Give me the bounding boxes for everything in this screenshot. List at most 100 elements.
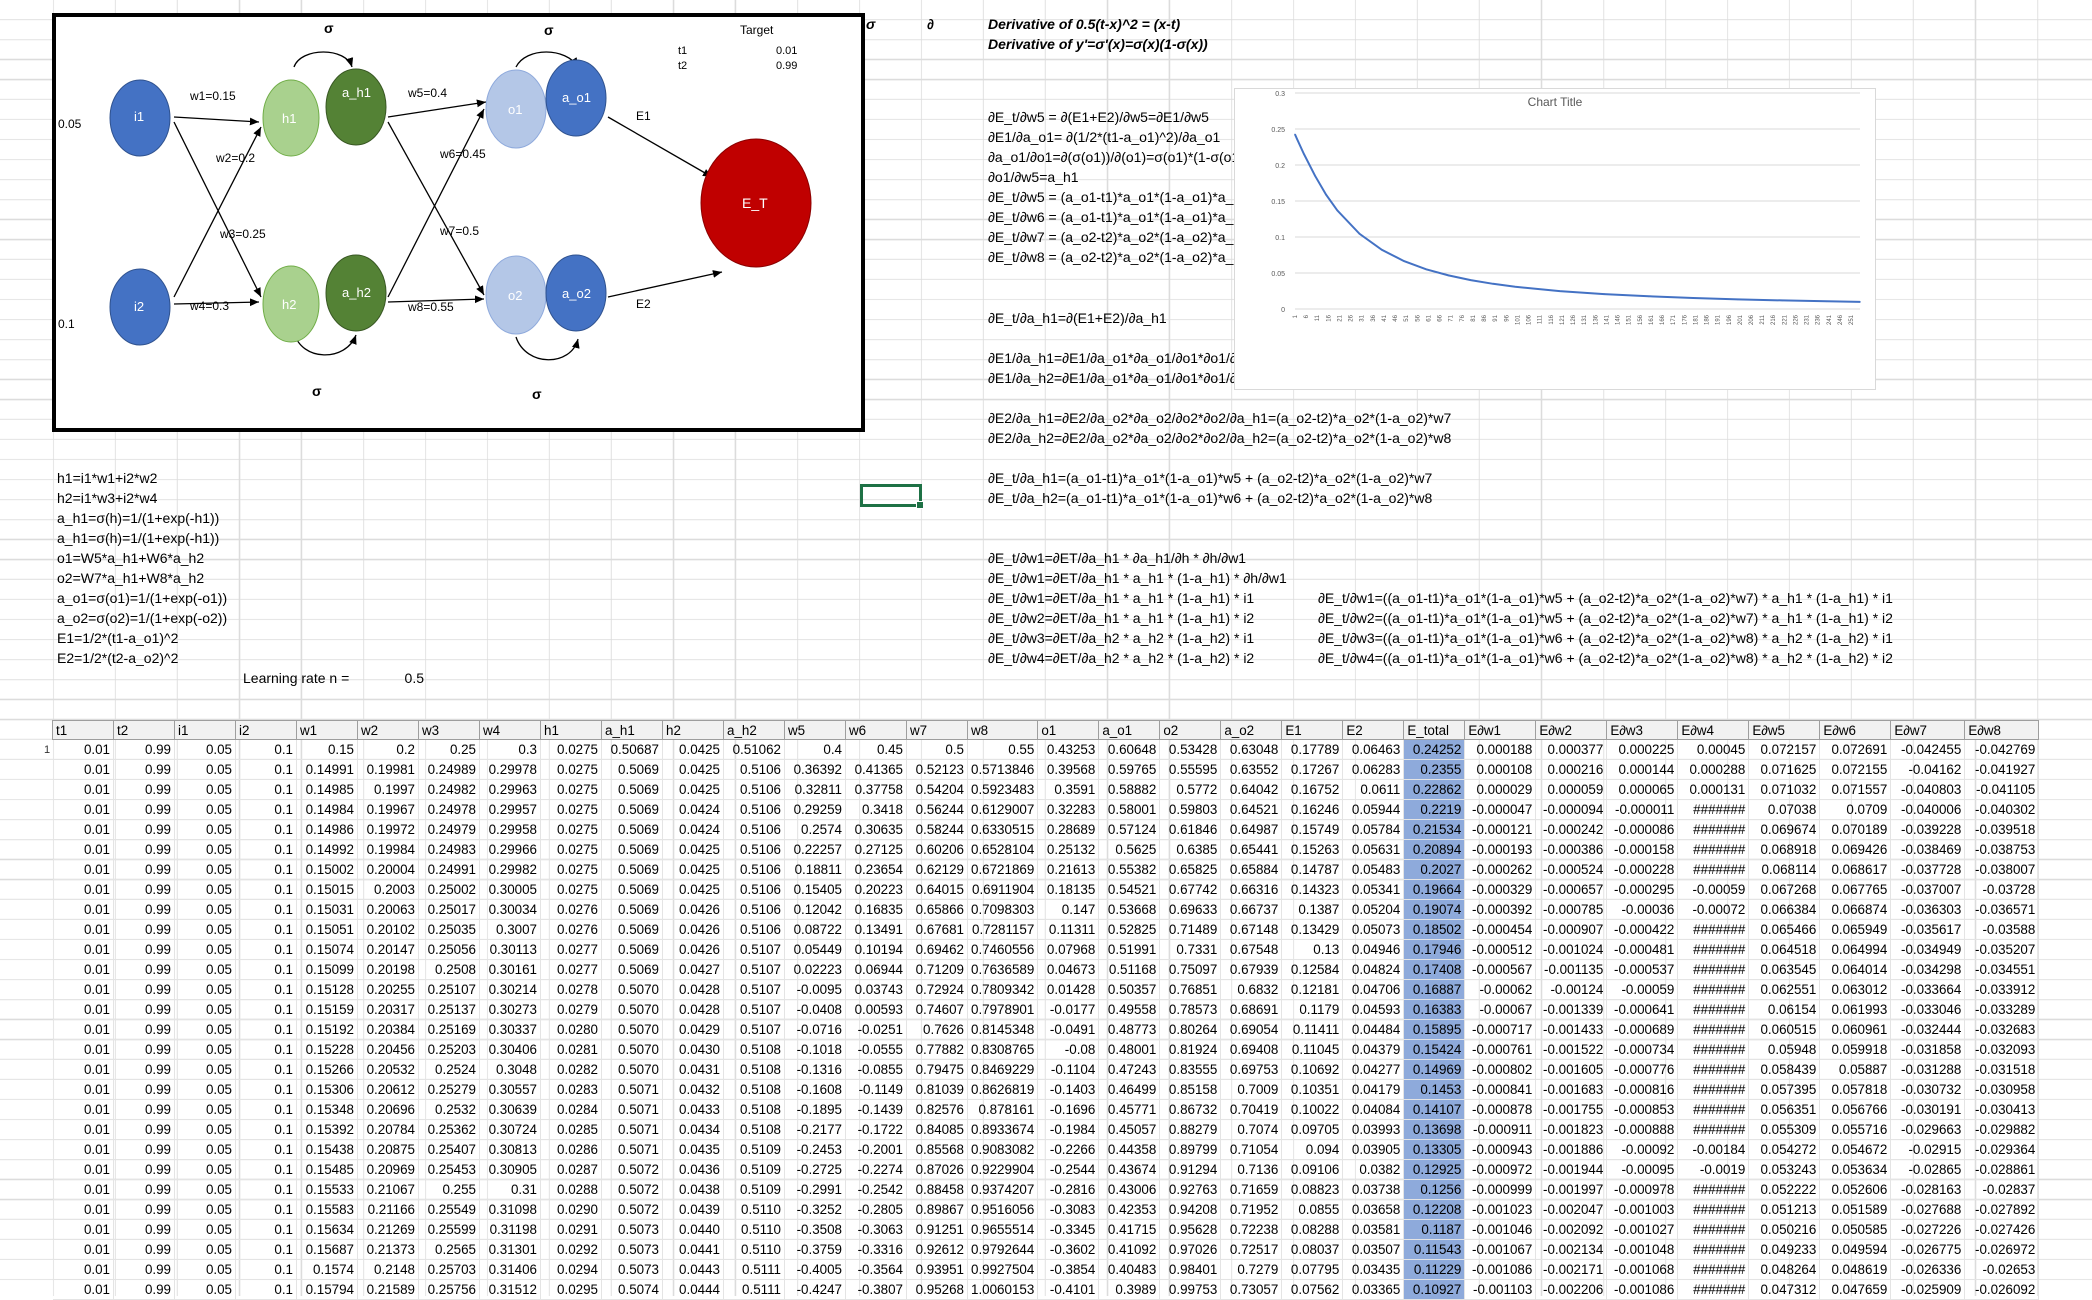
table-cell[interactable]: 0.7009	[1220, 1079, 1283, 1100]
table-cell[interactable]: 0.04084	[1342, 1099, 1405, 1120]
table-cell[interactable]: 0.06944	[845, 959, 907, 980]
table-cell[interactable]: 0.27125	[845, 839, 907, 860]
table-cell[interactable]: 0.41365	[845, 759, 907, 780]
table-cell[interactable]: -0.033912	[1964, 979, 2040, 1000]
table-cell[interactable]: 0.71952	[1220, 1199, 1283, 1220]
table-cell[interactable]: 0.17789	[1281, 739, 1344, 760]
table-cell[interactable]: 0.99	[113, 739, 175, 760]
table-cell[interactable]: 0.01	[52, 759, 114, 780]
table-cell[interactable]: 0.000059	[1535, 779, 1608, 800]
table-cell[interactable]: -0.000878	[1464, 1099, 1537, 1120]
table-cell[interactable]: 0.99	[113, 799, 175, 820]
table-cell[interactable]: 0.00593	[845, 999, 907, 1020]
table-cell[interactable]: 0.11229	[1403, 1259, 1466, 1280]
table-cell[interactable]: -0.08	[1037, 1039, 1100, 1060]
table-cell[interactable]: -0.027426	[1964, 1219, 2040, 1240]
table-cell[interactable]: -0.000657	[1535, 879, 1608, 900]
table-cell[interactable]: 0.16887	[1403, 979, 1466, 1000]
table-cell[interactable]: 0.86732	[1159, 1099, 1222, 1120]
table-cell[interactable]: 0.03905	[1342, 1139, 1405, 1160]
table-cell[interactable]: 0.054272	[1748, 1139, 1821, 1160]
column-header[interactable]: w6	[845, 720, 907, 740]
table-cell[interactable]: 0.9516056	[967, 1199, 1039, 1220]
table-cell[interactable]: 0.31198	[479, 1219, 541, 1240]
table-cell[interactable]: -0.027688	[1890, 1199, 1966, 1220]
table-cell[interactable]: #######	[1677, 1279, 1750, 1300]
formula-row[interactable]: ∂E_t/∂w1=((a_o1-t1)*a_o1*(1-a_o1)*w5 + (…	[1318, 590, 1893, 606]
table-cell[interactable]: 0.5073	[601, 1219, 663, 1240]
table-cell[interactable]: 0.000065	[1606, 779, 1679, 800]
table-cell[interactable]: 0.5107	[723, 959, 785, 980]
table-cell[interactable]: 0.74607	[906, 999, 968, 1020]
table-cell[interactable]: 0.81924	[1159, 1039, 1222, 1060]
table-cell[interactable]: 0.99	[113, 1219, 175, 1240]
table-cell[interactable]: 0.91251	[906, 1219, 968, 1240]
table-cell[interactable]: -0.2542	[845, 1179, 907, 1200]
table-cell[interactable]: 0.66737	[1220, 899, 1283, 920]
table-cell[interactable]: 0.0425	[662, 879, 724, 900]
table-cell[interactable]: 0.00045	[1677, 739, 1750, 760]
table-cell[interactable]: -0.001103	[1464, 1279, 1537, 1300]
table-cell[interactable]: -0.000972	[1464, 1159, 1537, 1180]
table-cell[interactable]: 0.55	[967, 739, 1039, 760]
table-cell[interactable]: 0.25407	[418, 1139, 480, 1160]
table-cell[interactable]: 0.6911904	[967, 879, 1039, 900]
table-cell[interactable]: 0.2565	[418, 1239, 480, 1260]
table-cell[interactable]: -0.034298	[1890, 959, 1966, 980]
formula-row[interactable]: a_h1=σ(h)=1/(1+exp(-h1))	[57, 530, 220, 546]
table-cell[interactable]: -0.000454	[1464, 919, 1537, 940]
table-cell[interactable]: 0.0425	[662, 779, 724, 800]
table-cell[interactable]: 0.99	[113, 1279, 175, 1300]
table-cell[interactable]: 0.31406	[479, 1259, 541, 1280]
table-cell[interactable]: -0.040302	[1964, 799, 2040, 820]
table-cell[interactable]: 0.15405	[784, 879, 846, 900]
table-cell[interactable]: 0.000108	[1464, 759, 1537, 780]
table-cell[interactable]: 0.19074	[1403, 899, 1466, 920]
table-cell[interactable]: 0.0291	[540, 1219, 602, 1240]
table-cell[interactable]: 0.62129	[906, 859, 968, 880]
table-cell[interactable]: -0.000512	[1464, 939, 1537, 960]
table-cell[interactable]: 0.30557	[479, 1079, 541, 1100]
table-cell[interactable]: 0.14323	[1281, 879, 1344, 900]
column-header[interactable]: o1	[1037, 720, 1100, 740]
table-cell[interactable]: 0.255	[418, 1179, 480, 1200]
table-cell[interactable]: 0.45057	[1098, 1119, 1161, 1140]
table-cell[interactable]: 0.99	[113, 1039, 175, 1060]
table-cell[interactable]: 0.25756	[418, 1279, 480, 1300]
table-cell[interactable]: -0.000999	[1464, 1179, 1537, 1200]
table-cell[interactable]: -0.000841	[1464, 1079, 1537, 1100]
table-cell[interactable]: 0.2219	[1403, 799, 1466, 820]
table-cell[interactable]: #######	[1677, 1199, 1750, 1220]
table-cell[interactable]: 0.21613	[1037, 859, 1100, 880]
table-cell[interactable]: 0.0287	[540, 1159, 602, 1180]
table-cell[interactable]: 0.0284	[540, 1099, 602, 1120]
table-cell[interactable]: -0.028163	[1890, 1179, 1966, 1200]
table-cell[interactable]: #######	[1677, 1259, 1750, 1280]
table-cell[interactable]: 0.03993	[1342, 1119, 1405, 1140]
table-cell[interactable]: 0.5109	[723, 1179, 785, 1200]
formula-row[interactable]: ∂E1/∂a_h1=∂E1/∂a_o1*∂a_o1/∂o1*∂o1/∂a_h1	[988, 350, 1268, 366]
table-cell[interactable]: 0.000029	[1464, 779, 1537, 800]
table-cell[interactable]: 0.5110	[723, 1219, 785, 1240]
table-cell[interactable]: -0.2816	[1037, 1179, 1100, 1200]
formula-row[interactable]: ∂E2/∂a_h2=∂E2/∂a_o2*∂a_o2/∂o2*∂o2/∂a_h2=…	[988, 430, 1452, 446]
table-cell[interactable]: #######	[1677, 1019, 1750, 1040]
table-cell[interactable]: 0.15794	[296, 1279, 358, 1300]
table-cell[interactable]: 0.31512	[479, 1279, 541, 1300]
table-cell[interactable]: 0.05	[174, 819, 236, 840]
table-cell[interactable]: 0.0275	[540, 819, 602, 840]
table-cell[interactable]: 0.01	[52, 739, 114, 760]
table-cell[interactable]: -0.0019	[1677, 1159, 1750, 1180]
table-cell[interactable]: 0.1	[235, 1019, 297, 1040]
table-cell[interactable]: #######	[1677, 1039, 1750, 1060]
table-cell[interactable]: 0.5107	[723, 1019, 785, 1040]
table-cell[interactable]: 0.051589	[1819, 1199, 1892, 1220]
table-cell[interactable]: 0.1	[235, 1199, 297, 1220]
table-cell[interactable]: 0.5106	[723, 919, 785, 940]
table-cell[interactable]: 0.24991	[418, 859, 480, 880]
table-cell[interactable]: -0.02865	[1890, 1159, 1966, 1180]
table-cell[interactable]: -0.1895	[784, 1099, 846, 1120]
data-table[interactable]: t1 t2 i1 i2 w1 w2 w3 w4 h1 a_h1 h2 a_h2 w5 w6 w7 w8 o1 a_…	[52, 720, 2040, 1300]
table-cell[interactable]: 0.5070	[601, 1019, 663, 1040]
table-cell[interactable]: 0.05	[174, 1059, 236, 1080]
